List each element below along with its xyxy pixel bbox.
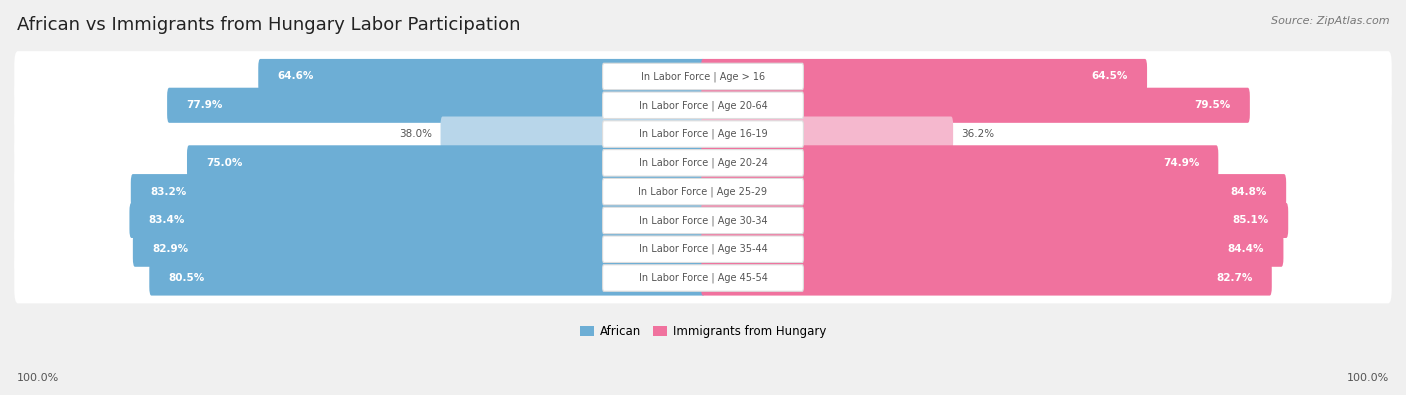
FancyBboxPatch shape: [132, 231, 704, 267]
Text: 100.0%: 100.0%: [1347, 373, 1389, 383]
Text: 75.0%: 75.0%: [207, 158, 243, 168]
Text: 79.5%: 79.5%: [1195, 100, 1230, 110]
Text: In Labor Force | Age 25-29: In Labor Force | Age 25-29: [638, 186, 768, 197]
Text: In Labor Force | Age 35-44: In Labor Force | Age 35-44: [638, 244, 768, 254]
FancyBboxPatch shape: [702, 260, 1272, 295]
FancyBboxPatch shape: [702, 203, 1288, 238]
Text: 64.6%: 64.6%: [277, 71, 314, 81]
FancyBboxPatch shape: [14, 51, 1392, 102]
FancyBboxPatch shape: [603, 179, 803, 205]
Text: 38.0%: 38.0%: [399, 129, 432, 139]
FancyBboxPatch shape: [440, 117, 704, 152]
FancyBboxPatch shape: [14, 80, 1392, 131]
Text: 85.1%: 85.1%: [1233, 215, 1270, 226]
Text: 74.9%: 74.9%: [1163, 158, 1199, 168]
Text: In Labor Force | Age 45-54: In Labor Force | Age 45-54: [638, 273, 768, 283]
FancyBboxPatch shape: [14, 224, 1392, 275]
FancyBboxPatch shape: [702, 88, 1250, 123]
FancyBboxPatch shape: [14, 166, 1392, 217]
Text: 36.2%: 36.2%: [962, 129, 994, 139]
Text: In Labor Force | Age 16-19: In Labor Force | Age 16-19: [638, 129, 768, 139]
FancyBboxPatch shape: [259, 59, 704, 94]
FancyBboxPatch shape: [702, 231, 1284, 267]
FancyBboxPatch shape: [14, 109, 1392, 160]
Text: 82.9%: 82.9%: [152, 244, 188, 254]
Text: African vs Immigrants from Hungary Labor Participation: African vs Immigrants from Hungary Labor…: [17, 16, 520, 34]
Text: 77.9%: 77.9%: [187, 100, 222, 110]
Text: 84.4%: 84.4%: [1227, 244, 1264, 254]
Text: 80.5%: 80.5%: [169, 273, 205, 283]
FancyBboxPatch shape: [702, 59, 1147, 94]
Text: 83.2%: 83.2%: [150, 187, 186, 197]
Text: In Labor Force | Age 20-64: In Labor Force | Age 20-64: [638, 100, 768, 111]
FancyBboxPatch shape: [603, 265, 803, 291]
FancyBboxPatch shape: [603, 92, 803, 118]
Text: 82.7%: 82.7%: [1216, 273, 1253, 283]
Text: In Labor Force | Age > 16: In Labor Force | Age > 16: [641, 71, 765, 82]
FancyBboxPatch shape: [14, 137, 1392, 188]
FancyBboxPatch shape: [129, 203, 704, 238]
Text: 64.5%: 64.5%: [1091, 71, 1128, 81]
FancyBboxPatch shape: [149, 260, 704, 295]
Text: 100.0%: 100.0%: [17, 373, 59, 383]
FancyBboxPatch shape: [702, 174, 1286, 209]
Legend: African, Immigrants from Hungary: African, Immigrants from Hungary: [575, 320, 831, 342]
FancyBboxPatch shape: [603, 63, 803, 90]
Text: 84.8%: 84.8%: [1230, 187, 1267, 197]
FancyBboxPatch shape: [14, 195, 1392, 246]
FancyBboxPatch shape: [603, 207, 803, 234]
FancyBboxPatch shape: [603, 150, 803, 176]
Text: In Labor Force | Age 30-34: In Labor Force | Age 30-34: [638, 215, 768, 226]
Text: 83.4%: 83.4%: [149, 215, 186, 226]
Text: In Labor Force | Age 20-24: In Labor Force | Age 20-24: [638, 158, 768, 168]
FancyBboxPatch shape: [603, 236, 803, 262]
FancyBboxPatch shape: [167, 88, 704, 123]
Text: Source: ZipAtlas.com: Source: ZipAtlas.com: [1271, 16, 1389, 26]
FancyBboxPatch shape: [702, 117, 953, 152]
FancyBboxPatch shape: [603, 121, 803, 147]
FancyBboxPatch shape: [131, 174, 704, 209]
FancyBboxPatch shape: [187, 145, 704, 181]
FancyBboxPatch shape: [14, 253, 1392, 303]
FancyBboxPatch shape: [702, 145, 1219, 181]
